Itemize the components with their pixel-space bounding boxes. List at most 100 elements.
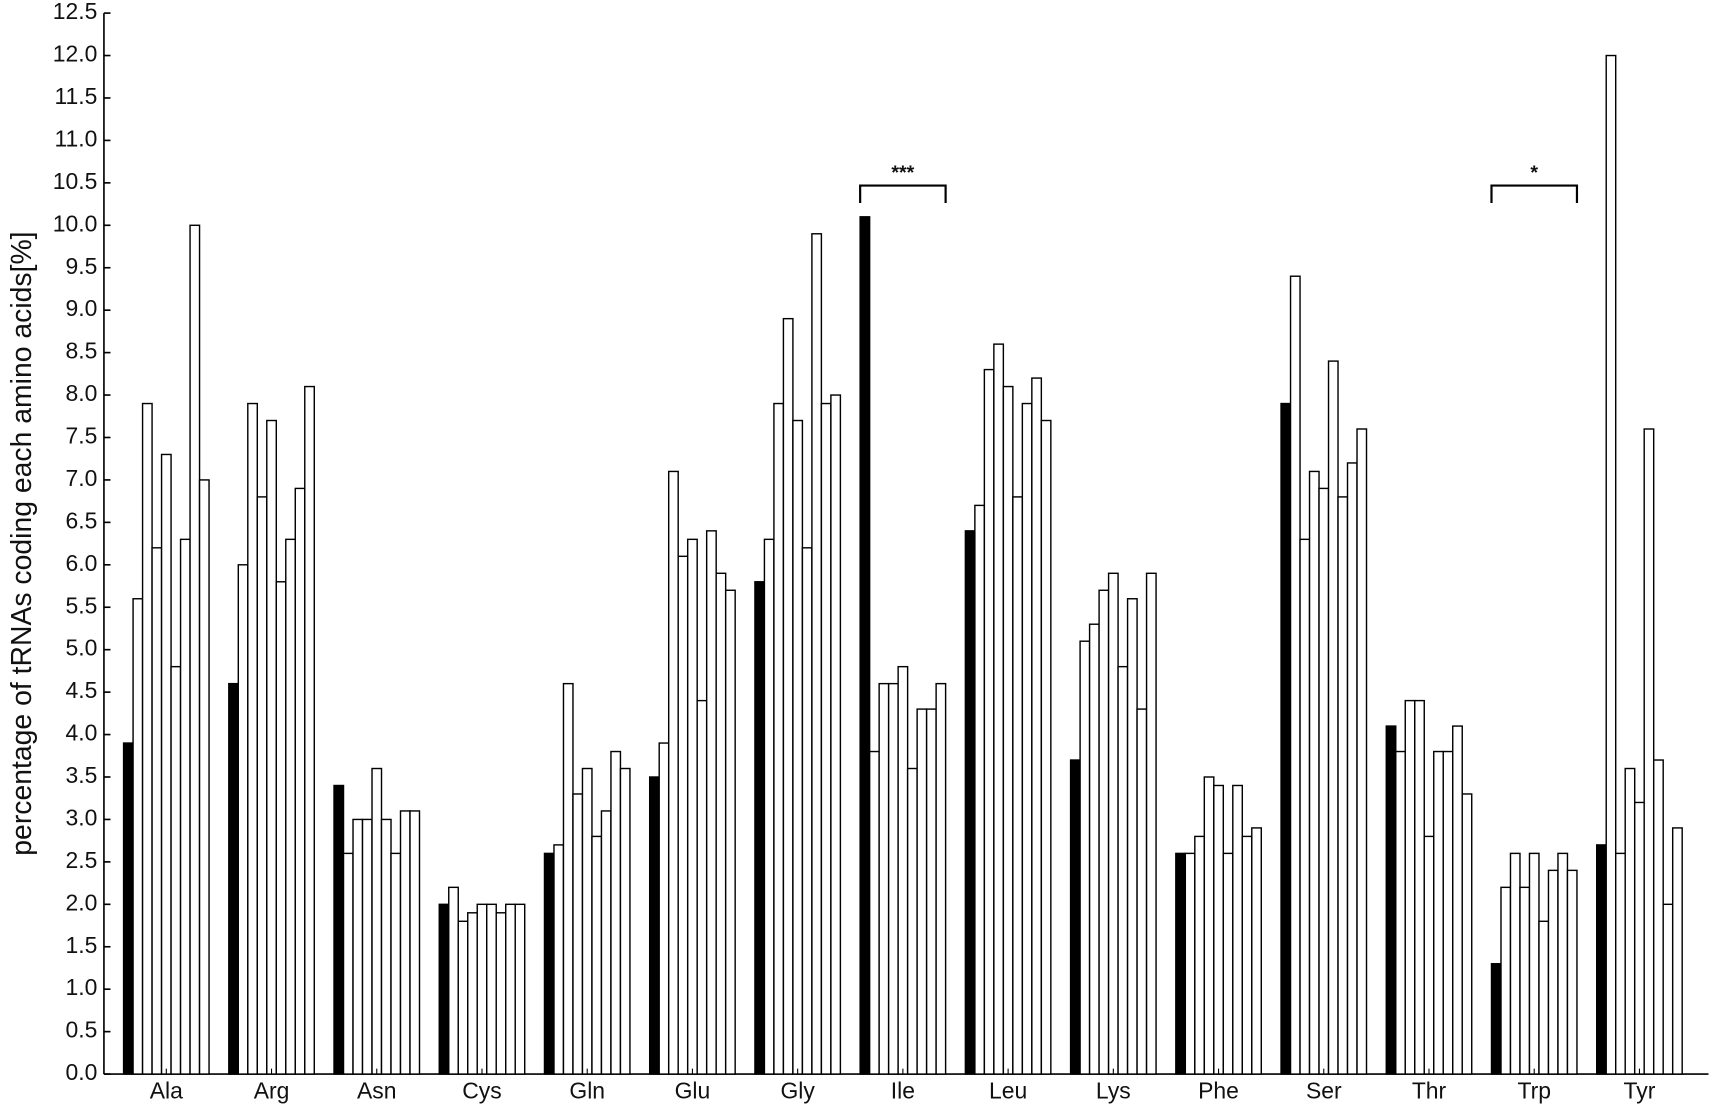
y-tick-label: 4.0 — [66, 720, 98, 746]
y-tick-label: 12.0 — [53, 41, 98, 67]
bar — [179, 538, 191, 1075]
bar — [256, 496, 268, 1075]
bar — [1012, 496, 1024, 1075]
y-tick-label: 3.5 — [66, 762, 98, 788]
bar — [1547, 869, 1559, 1075]
y-tick-label: 11.5 — [54, 83, 97, 109]
y-tick-label: 9.0 — [66, 295, 98, 321]
bar — [562, 682, 574, 1075]
significance-label: * — [1530, 162, 1538, 184]
bar — [696, 699, 708, 1075]
bar — [189, 224, 201, 1075]
bar — [887, 682, 899, 1075]
bar — [1596, 844, 1607, 1075]
bar — [792, 419, 804, 1075]
y-tick-label: 4.5 — [66, 677, 98, 703]
bar — [380, 818, 392, 1075]
x-tick-label: Lys — [1096, 1078, 1131, 1104]
bar — [1662, 903, 1674, 1075]
y-tick-label: 6.5 — [66, 507, 98, 533]
bar — [198, 479, 210, 1075]
bar — [495, 912, 507, 1075]
y-tick-label: 12.5 — [53, 0, 98, 24]
bar — [773, 402, 785, 1075]
bar — [304, 385, 315, 1075]
bar — [457, 920, 469, 1075]
x-tick-label: Trp — [1517, 1078, 1551, 1104]
bar — [467, 912, 478, 1075]
bar — [409, 810, 421, 1075]
y-tick-label: 5.5 — [66, 592, 98, 618]
bar — [1614, 852, 1626, 1075]
bar — [1538, 920, 1550, 1075]
bar — [170, 665, 182, 1075]
bar — [993, 343, 1005, 1075]
bar — [610, 750, 622, 1075]
bar — [1213, 784, 1225, 1075]
y-tick-label: 2.0 — [66, 889, 98, 915]
bar — [811, 233, 823, 1075]
y-tick-label: 2.5 — [66, 847, 98, 873]
bar — [648, 776, 660, 1075]
bar — [619, 767, 631, 1075]
bar — [1356, 428, 1368, 1075]
y-tick-label: 6.0 — [66, 550, 98, 576]
y-tick-label: 0.5 — [66, 1017, 98, 1043]
bar — [1280, 402, 1292, 1075]
bar — [1117, 665, 1129, 1075]
bar — [1404, 699, 1416, 1075]
bar — [600, 810, 612, 1075]
x-tick-label: Ser — [1306, 1078, 1342, 1104]
bar — [361, 818, 373, 1075]
bar — [1222, 852, 1234, 1075]
bar — [868, 750, 880, 1075]
bar — [974, 504, 986, 1075]
bar — [1652, 759, 1664, 1075]
bar — [1184, 852, 1196, 1075]
bar — [333, 784, 345, 1075]
bar — [830, 394, 842, 1075]
bar — [1566, 869, 1578, 1075]
y-tick-label: 11.0 — [54, 125, 97, 151]
bar — [1079, 640, 1091, 1075]
bar — [1069, 759, 1081, 1075]
bar — [438, 903, 450, 1075]
bar — [543, 852, 555, 1075]
bar — [1643, 428, 1655, 1075]
bar — [677, 555, 689, 1075]
bar — [1194, 835, 1206, 1075]
bar — [352, 818, 364, 1075]
bar — [285, 538, 296, 1075]
bar — [1232, 784, 1244, 1075]
x-tick-label: Thr — [1412, 1078, 1447, 1104]
bar — [342, 852, 354, 1075]
bar — [476, 903, 488, 1075]
y-tick-label: 7.5 — [66, 423, 98, 449]
bar — [247, 402, 259, 1075]
bar — [275, 581, 287, 1075]
bar — [132, 598, 144, 1075]
bar — [1633, 801, 1645, 1075]
y-axis-label: percentage of tRNAs coding each amino ac… — [6, 231, 38, 855]
bar — [553, 844, 565, 1075]
bar — [782, 317, 794, 1075]
bar — [399, 810, 411, 1075]
x-tick-label: Gln — [569, 1078, 605, 1104]
bar — [266, 419, 277, 1075]
y-tick-label: 1.5 — [66, 932, 98, 958]
bar — [859, 216, 871, 1075]
bar — [1175, 852, 1187, 1075]
x-tick-label: Tyr — [1624, 1078, 1656, 1104]
bar — [1088, 623, 1100, 1075]
bar — [505, 903, 516, 1075]
bar — [122, 742, 134, 1075]
bar — [1031, 377, 1043, 1075]
bar — [160, 453, 172, 1075]
bar — [237, 564, 249, 1075]
x-tick-label: Arg — [254, 1078, 290, 1104]
y-tick-label: 7.0 — [66, 465, 98, 491]
bar — [1423, 835, 1435, 1075]
bar — [754, 581, 766, 1075]
bar — [1318, 487, 1330, 1075]
bar — [1299, 538, 1311, 1075]
